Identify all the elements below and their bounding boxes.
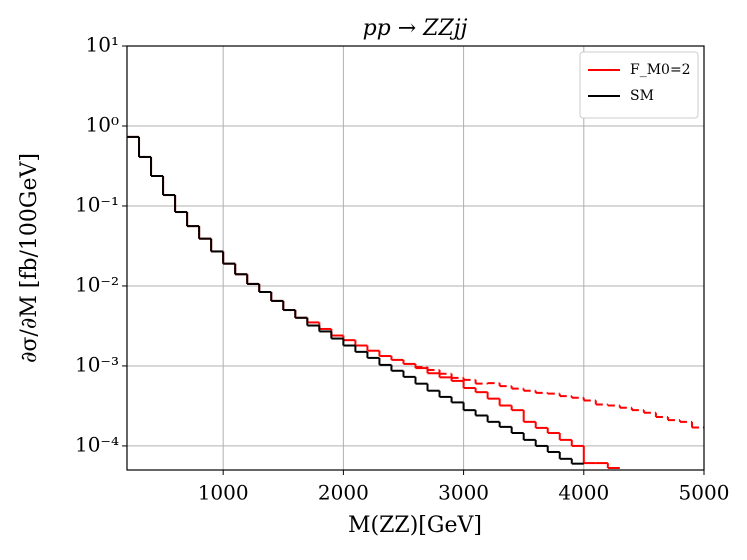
x-tick-label: 1000 [198, 481, 249, 505]
x-tick-label: 4000 [558, 481, 609, 505]
y-axis-label: ∂σ/∂M [fb/100GeV] [17, 153, 42, 363]
y-tick-label: 10⁻¹ [75, 192, 119, 216]
legend-label: SM [630, 88, 654, 104]
x-tick-label: 3000 [438, 481, 489, 505]
legend-box [579, 51, 699, 119]
chart-title: pp → ZZjj [363, 16, 468, 41]
y-tick-label: 10⁻² [75, 272, 119, 296]
legend-label: F_M0=2 [630, 62, 691, 78]
plot-frame [126, 45, 705, 471]
y-tick-label: 10⁻³ [75, 352, 119, 376]
x-axis-label: M(ZZ)[GeV] [348, 513, 482, 538]
x-tick-label: 2000 [318, 481, 369, 505]
y-tick-label: 10⁻⁴ [75, 432, 119, 456]
x-tick-label: 5000 [679, 481, 730, 505]
y-tick-label: 10¹ [86, 33, 119, 57]
y-tick-label: 10⁰ [86, 112, 119, 136]
